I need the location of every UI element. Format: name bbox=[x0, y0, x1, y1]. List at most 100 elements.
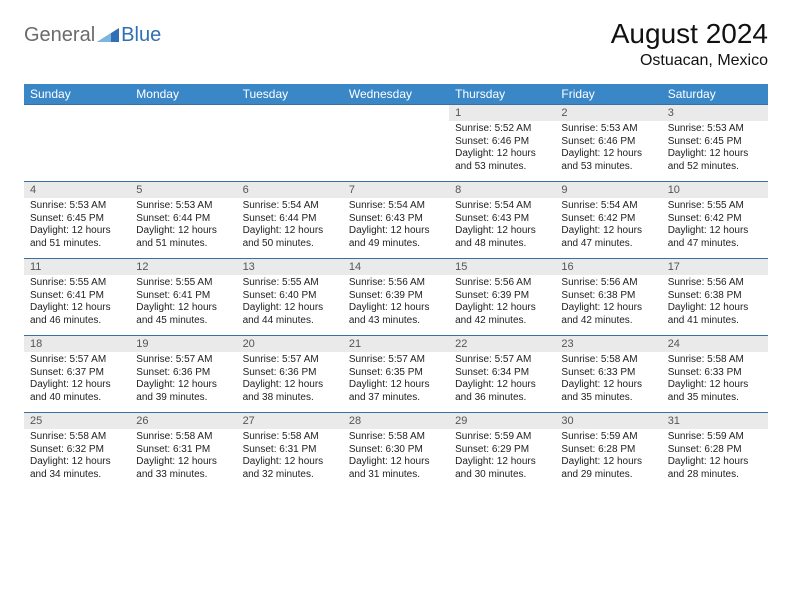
weekday-header: Thursday bbox=[449, 84, 555, 105]
sunset-line: Sunset: 6:35 PM bbox=[349, 367, 443, 380]
daylight-line: Daylight: 12 hours and 49 minutes. bbox=[349, 225, 443, 250]
calendar-cell: 31Sunrise: 5:59 AMSunset: 6:28 PMDayligh… bbox=[662, 413, 768, 490]
calendar-cell: 5Sunrise: 5:53 AMSunset: 6:44 PMDaylight… bbox=[130, 182, 236, 259]
daylight-line: Daylight: 12 hours and 33 minutes. bbox=[136, 456, 230, 481]
day-details: Sunrise: 5:59 AMSunset: 6:29 PMDaylight:… bbox=[449, 429, 555, 489]
sunrise-line: Sunrise: 5:55 AM bbox=[243, 277, 337, 290]
daylight-line: Daylight: 12 hours and 51 minutes. bbox=[136, 225, 230, 250]
day-number: 29 bbox=[449, 413, 555, 429]
sunset-line: Sunset: 6:32 PM bbox=[30, 444, 124, 457]
day-details: Sunrise: 5:54 AMSunset: 6:42 PMDaylight:… bbox=[555, 198, 661, 258]
month-title: August 2024 bbox=[611, 18, 768, 50]
sunset-line: Sunset: 6:31 PM bbox=[243, 444, 337, 457]
sunrise-line: Sunrise: 5:57 AM bbox=[349, 354, 443, 367]
day-number: 10 bbox=[662, 182, 768, 198]
day-number: 31 bbox=[662, 413, 768, 429]
day-number: 12 bbox=[130, 259, 236, 275]
day-details: Sunrise: 5:55 AMSunset: 6:41 PMDaylight:… bbox=[24, 275, 130, 335]
calendar-cell-empty bbox=[237, 105, 343, 182]
sunrise-line: Sunrise: 5:58 AM bbox=[561, 354, 655, 367]
day-number: 17 bbox=[662, 259, 768, 275]
sunrise-line: Sunrise: 5:57 AM bbox=[136, 354, 230, 367]
calendar-cell: 28Sunrise: 5:58 AMSunset: 6:30 PMDayligh… bbox=[343, 413, 449, 490]
day-number: 3 bbox=[662, 105, 768, 121]
day-number: 4 bbox=[24, 182, 130, 198]
sunset-line: Sunset: 6:42 PM bbox=[561, 213, 655, 226]
calendar-cell: 17Sunrise: 5:56 AMSunset: 6:38 PMDayligh… bbox=[662, 259, 768, 336]
day-number: 1 bbox=[449, 105, 555, 121]
day-details: Sunrise: 5:56 AMSunset: 6:39 PMDaylight:… bbox=[449, 275, 555, 335]
daylight-line: Daylight: 12 hours and 42 minutes. bbox=[455, 302, 549, 327]
calendar-cell: 30Sunrise: 5:59 AMSunset: 6:28 PMDayligh… bbox=[555, 413, 661, 490]
logo-triangle-icon bbox=[97, 25, 119, 46]
sunrise-line: Sunrise: 5:57 AM bbox=[455, 354, 549, 367]
sunrise-line: Sunrise: 5:59 AM bbox=[455, 431, 549, 444]
sunset-line: Sunset: 6:45 PM bbox=[30, 213, 124, 226]
day-number: 7 bbox=[343, 182, 449, 198]
sunrise-line: Sunrise: 5:52 AM bbox=[455, 123, 549, 136]
day-details: Sunrise: 5:57 AMSunset: 6:37 PMDaylight:… bbox=[24, 352, 130, 412]
daylight-line: Daylight: 12 hours and 39 minutes. bbox=[136, 379, 230, 404]
calendar-cell: 10Sunrise: 5:55 AMSunset: 6:42 PMDayligh… bbox=[662, 182, 768, 259]
day-details: Sunrise: 5:57 AMSunset: 6:34 PMDaylight:… bbox=[449, 352, 555, 412]
sunrise-line: Sunrise: 5:54 AM bbox=[243, 200, 337, 213]
day-details: Sunrise: 5:53 AMSunset: 6:45 PMDaylight:… bbox=[24, 198, 130, 258]
day-number: 24 bbox=[662, 336, 768, 352]
calendar-cell: 11Sunrise: 5:55 AMSunset: 6:41 PMDayligh… bbox=[24, 259, 130, 336]
day-details: Sunrise: 5:56 AMSunset: 6:38 PMDaylight:… bbox=[662, 275, 768, 335]
sunset-line: Sunset: 6:41 PM bbox=[30, 290, 124, 303]
daylight-line: Daylight: 12 hours and 47 minutes. bbox=[668, 225, 762, 250]
sunrise-line: Sunrise: 5:56 AM bbox=[455, 277, 549, 290]
sunset-line: Sunset: 6:31 PM bbox=[136, 444, 230, 457]
day-number: 15 bbox=[449, 259, 555, 275]
sunset-line: Sunset: 6:28 PM bbox=[668, 444, 762, 457]
sunset-line: Sunset: 6:44 PM bbox=[243, 213, 337, 226]
sunrise-line: Sunrise: 5:54 AM bbox=[349, 200, 443, 213]
daylight-line: Daylight: 12 hours and 48 minutes. bbox=[455, 225, 549, 250]
daylight-line: Daylight: 12 hours and 44 minutes. bbox=[243, 302, 337, 327]
day-number: 14 bbox=[343, 259, 449, 275]
calendar-cell: 6Sunrise: 5:54 AMSunset: 6:44 PMDaylight… bbox=[237, 182, 343, 259]
sunset-line: Sunset: 6:34 PM bbox=[455, 367, 549, 380]
daylight-line: Daylight: 12 hours and 37 minutes. bbox=[349, 379, 443, 404]
day-number: 21 bbox=[343, 336, 449, 352]
sunset-line: Sunset: 6:28 PM bbox=[561, 444, 655, 457]
daylight-line: Daylight: 12 hours and 35 minutes. bbox=[668, 379, 762, 404]
sunrise-line: Sunrise: 5:56 AM bbox=[349, 277, 443, 290]
sunset-line: Sunset: 6:46 PM bbox=[561, 136, 655, 149]
sunrise-line: Sunrise: 5:57 AM bbox=[243, 354, 337, 367]
title-block: August 2024 Ostuacan, Mexico bbox=[611, 18, 768, 70]
calendar-cell: 14Sunrise: 5:56 AMSunset: 6:39 PMDayligh… bbox=[343, 259, 449, 336]
sunset-line: Sunset: 6:44 PM bbox=[136, 213, 230, 226]
sunrise-line: Sunrise: 5:53 AM bbox=[561, 123, 655, 136]
calendar-cell: 24Sunrise: 5:58 AMSunset: 6:33 PMDayligh… bbox=[662, 336, 768, 413]
sunrise-line: Sunrise: 5:53 AM bbox=[136, 200, 230, 213]
calendar-cell: 8Sunrise: 5:54 AMSunset: 6:43 PMDaylight… bbox=[449, 182, 555, 259]
sunset-line: Sunset: 6:36 PM bbox=[243, 367, 337, 380]
day-details: Sunrise: 5:57 AMSunset: 6:36 PMDaylight:… bbox=[130, 352, 236, 412]
day-number: 22 bbox=[449, 336, 555, 352]
calendar-header-row: SundayMondayTuesdayWednesdayThursdayFrid… bbox=[24, 84, 768, 105]
calendar-cell: 7Sunrise: 5:54 AMSunset: 6:43 PMDaylight… bbox=[343, 182, 449, 259]
day-number: 2 bbox=[555, 105, 661, 121]
day-details: Sunrise: 5:59 AMSunset: 6:28 PMDaylight:… bbox=[555, 429, 661, 489]
day-details: Sunrise: 5:58 AMSunset: 6:30 PMDaylight:… bbox=[343, 429, 449, 489]
location: Ostuacan, Mexico bbox=[611, 52, 768, 70]
sunrise-line: Sunrise: 5:57 AM bbox=[30, 354, 124, 367]
sunset-line: Sunset: 6:30 PM bbox=[349, 444, 443, 457]
sunrise-line: Sunrise: 5:56 AM bbox=[668, 277, 762, 290]
weekday-header: Tuesday bbox=[237, 84, 343, 105]
sunset-line: Sunset: 6:46 PM bbox=[455, 136, 549, 149]
daylight-line: Daylight: 12 hours and 50 minutes. bbox=[243, 225, 337, 250]
daylight-line: Daylight: 12 hours and 31 minutes. bbox=[349, 456, 443, 481]
day-details: Sunrise: 5:58 AMSunset: 6:31 PMDaylight:… bbox=[237, 429, 343, 489]
calendar-cell: 4Sunrise: 5:53 AMSunset: 6:45 PMDaylight… bbox=[24, 182, 130, 259]
daylight-line: Daylight: 12 hours and 32 minutes. bbox=[243, 456, 337, 481]
calendar-cell: 12Sunrise: 5:55 AMSunset: 6:41 PMDayligh… bbox=[130, 259, 236, 336]
sunset-line: Sunset: 6:39 PM bbox=[349, 290, 443, 303]
calendar-body: 1Sunrise: 5:52 AMSunset: 6:46 PMDaylight… bbox=[24, 105, 768, 490]
calendar-cell: 25Sunrise: 5:58 AMSunset: 6:32 PMDayligh… bbox=[24, 413, 130, 490]
day-details: Sunrise: 5:59 AMSunset: 6:28 PMDaylight:… bbox=[662, 429, 768, 489]
day-number: 20 bbox=[237, 336, 343, 352]
calendar-table: SundayMondayTuesdayWednesdayThursdayFrid… bbox=[24, 84, 768, 489]
